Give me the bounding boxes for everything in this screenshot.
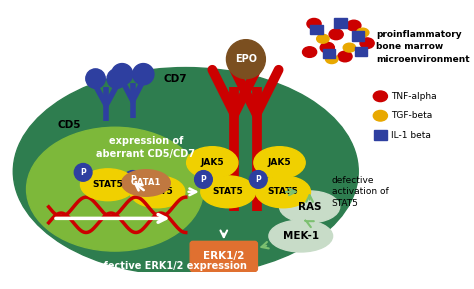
FancyBboxPatch shape: [323, 49, 335, 58]
Text: JAK5: JAK5: [201, 158, 224, 167]
Text: EPO: EPO: [235, 54, 257, 64]
Ellipse shape: [356, 28, 369, 37]
Text: ERK1/2: ERK1/2: [203, 251, 245, 261]
Ellipse shape: [302, 47, 317, 58]
Ellipse shape: [326, 55, 338, 64]
Text: GATA1: GATA1: [131, 179, 161, 188]
Ellipse shape: [374, 91, 387, 102]
Ellipse shape: [343, 43, 356, 52]
Circle shape: [124, 171, 142, 188]
Circle shape: [249, 171, 267, 188]
Ellipse shape: [130, 176, 185, 208]
Ellipse shape: [280, 191, 340, 223]
Text: JAK5: JAK5: [268, 158, 292, 167]
Text: expression of
aberrant CD5/CD7: expression of aberrant CD5/CD7: [96, 136, 195, 159]
Text: CD5: CD5: [57, 120, 81, 129]
Ellipse shape: [338, 51, 352, 62]
FancyBboxPatch shape: [374, 130, 387, 140]
Circle shape: [107, 69, 127, 88]
Text: STAT5: STAT5: [142, 187, 173, 196]
Text: defective
activation of
STAT5: defective activation of STAT5: [332, 175, 389, 208]
Ellipse shape: [81, 169, 136, 201]
Ellipse shape: [122, 170, 170, 196]
Ellipse shape: [317, 34, 329, 43]
Ellipse shape: [187, 147, 238, 179]
Ellipse shape: [27, 127, 203, 251]
FancyBboxPatch shape: [190, 241, 257, 271]
Ellipse shape: [320, 42, 334, 53]
Circle shape: [133, 64, 154, 85]
Text: RAS: RAS: [298, 202, 321, 212]
Circle shape: [227, 40, 265, 79]
Text: MEK-1: MEK-1: [283, 231, 319, 241]
FancyBboxPatch shape: [334, 18, 347, 28]
Ellipse shape: [360, 38, 374, 49]
Text: TNF-alpha: TNF-alpha: [391, 92, 437, 101]
Ellipse shape: [374, 110, 387, 121]
Ellipse shape: [255, 176, 310, 208]
FancyBboxPatch shape: [310, 25, 323, 34]
Text: proinflammatory
bone marrow
microenvironment: proinflammatory bone marrow microenviron…: [376, 30, 470, 64]
Text: CD7: CD7: [164, 74, 187, 84]
Circle shape: [111, 64, 133, 85]
Text: IL-1 beta: IL-1 beta: [391, 131, 431, 140]
Text: defective ERK1/2 expression: defective ERK1/2 expression: [90, 261, 246, 271]
FancyBboxPatch shape: [352, 31, 365, 40]
Ellipse shape: [254, 147, 305, 179]
Ellipse shape: [269, 220, 333, 252]
Text: P: P: [80, 168, 86, 177]
Circle shape: [195, 171, 212, 188]
Ellipse shape: [307, 18, 321, 29]
Ellipse shape: [201, 176, 255, 208]
Ellipse shape: [347, 20, 361, 31]
Text: P: P: [255, 175, 261, 184]
Ellipse shape: [329, 29, 343, 40]
Text: TGF-beta: TGF-beta: [391, 111, 432, 120]
Circle shape: [86, 69, 105, 88]
Text: STAT5: STAT5: [213, 187, 244, 196]
Text: P: P: [130, 175, 136, 184]
Ellipse shape: [13, 68, 358, 275]
Text: P: P: [201, 175, 206, 184]
Text: STAT5: STAT5: [268, 187, 299, 196]
Text: STAT5: STAT5: [92, 180, 123, 189]
FancyBboxPatch shape: [355, 47, 367, 56]
Circle shape: [74, 164, 92, 181]
